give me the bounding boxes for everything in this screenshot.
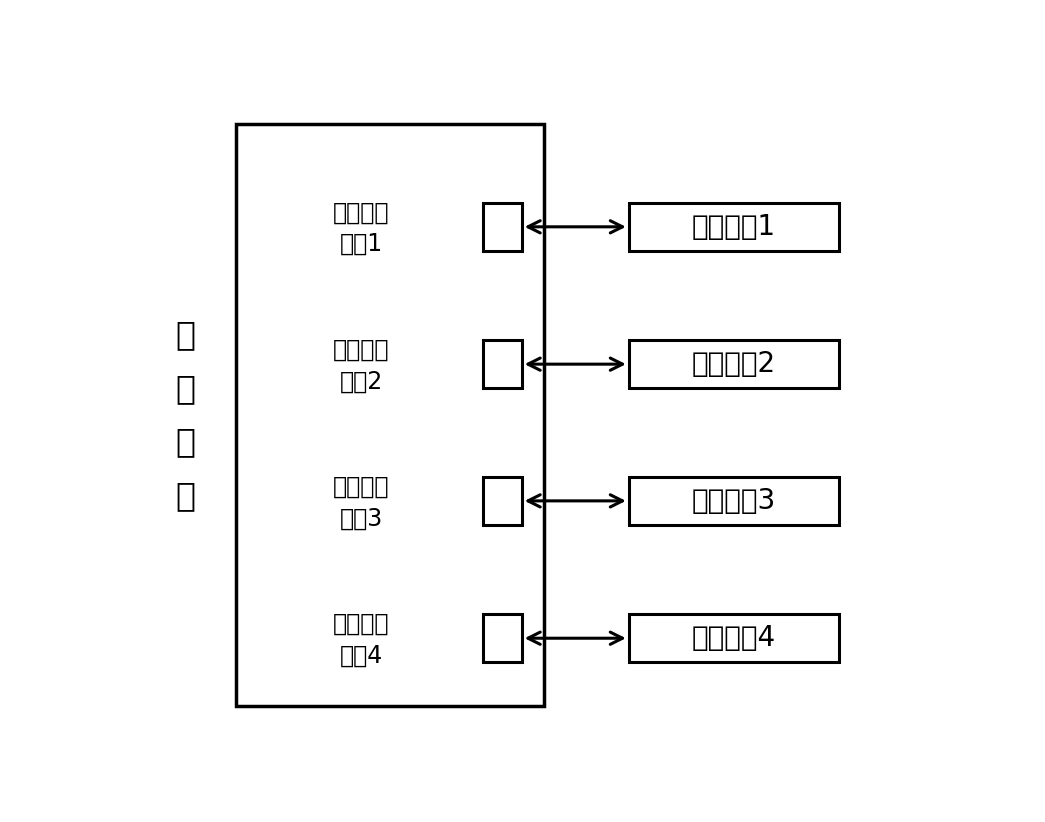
Bar <box>236 124 543 706</box>
Bar <box>483 340 521 388</box>
Bar <box>483 203 521 251</box>
Text: 内部级联
端口2: 内部级联 端口2 <box>333 338 390 394</box>
Bar <box>629 477 839 524</box>
Bar <box>483 477 521 524</box>
Text: 业务板匚1: 业务板匚1 <box>692 213 776 241</box>
Bar <box>629 615 839 662</box>
Text: 内部级联
端口1: 内部级联 端口1 <box>333 201 390 256</box>
Bar <box>483 615 521 662</box>
Text: 业务板匚2: 业务板匚2 <box>692 350 776 378</box>
Text: 内部级联
端口3: 内部级联 端口3 <box>333 474 390 530</box>
Text: 内部级联
端口4: 内部级联 端口4 <box>333 612 390 667</box>
Bar <box>629 340 839 388</box>
Text: 主
控
板
卡: 主 控 板 卡 <box>176 318 195 512</box>
Text: 业务板匚4: 业务板匚4 <box>692 624 776 652</box>
Bar <box>629 203 839 251</box>
Text: 业务板匚3: 业务板匚3 <box>692 487 776 515</box>
